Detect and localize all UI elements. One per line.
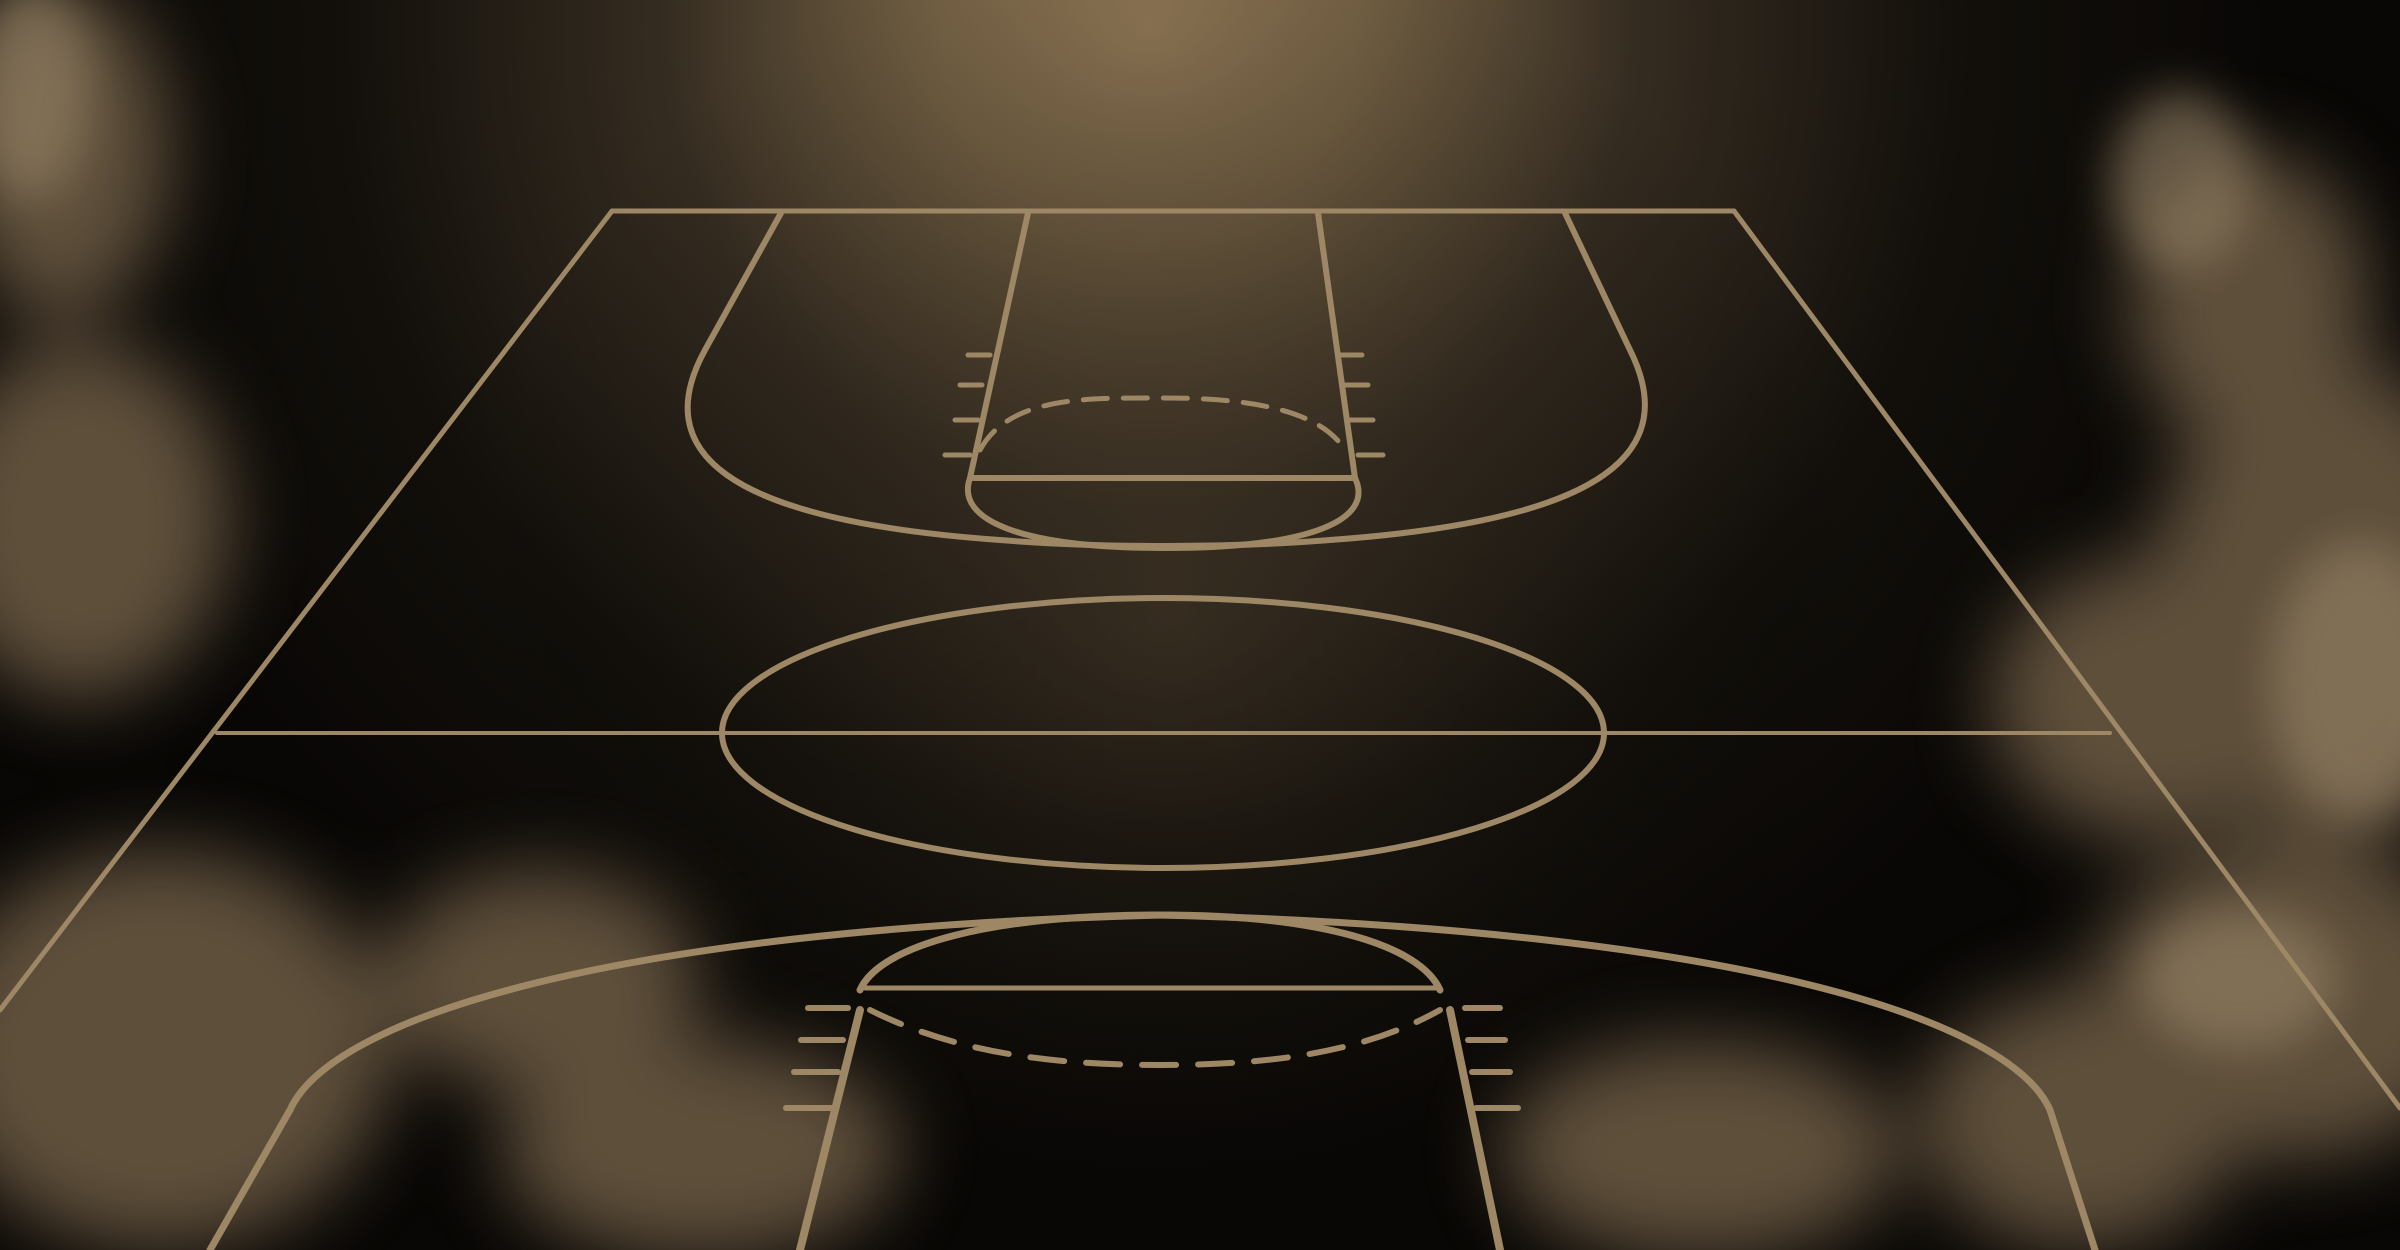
free-throw-circle-near-dashed	[867, 1007, 1443, 1068]
lane-far	[967, 210, 1358, 481]
free-throw-circle-far-solid	[965, 475, 1362, 551]
lane-near	[796, 1006, 1504, 1250]
court-sideline-left	[0, 208, 615, 1013]
lane-hash-marks-far	[942, 352, 1386, 458]
free-throw-circle-far-dashed	[977, 395, 1348, 453]
court-lines	[0, 208, 2400, 1250]
center-circle	[719, 595, 1607, 871]
free-throw-circle-near-solid	[856, 911, 1444, 994]
lane-hash-marks-near	[783, 1005, 1521, 1111]
court-sideline-right	[1731, 208, 2400, 1111]
